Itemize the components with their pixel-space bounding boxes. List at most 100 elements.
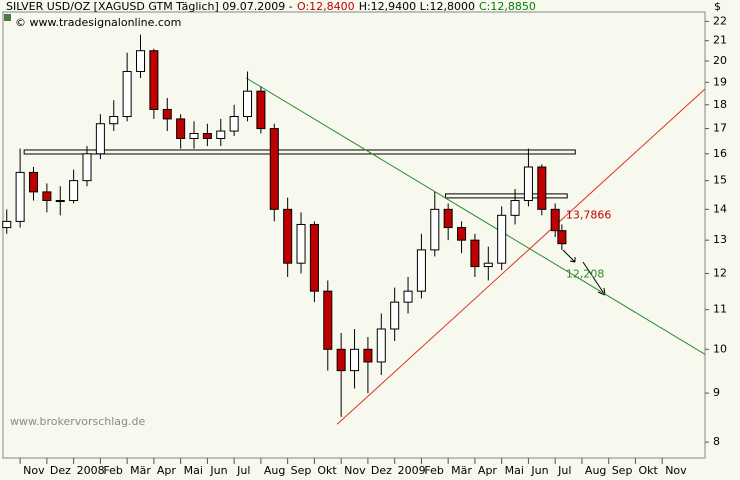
x-tick-label: Aug bbox=[264, 464, 285, 477]
candle-body bbox=[557, 230, 567, 245]
y-unit: $ bbox=[714, 0, 721, 13]
candle-body bbox=[376, 328, 386, 363]
x-tick-label: Jul bbox=[557, 464, 571, 477]
candle-body bbox=[229, 116, 239, 132]
trendline bbox=[336, 88, 706, 425]
y-tick-label: 8 bbox=[713, 435, 720, 448]
copyright: © www.tradesignalonline.com bbox=[15, 16, 181, 29]
candle-body bbox=[443, 208, 453, 229]
candle-body bbox=[55, 200, 65, 203]
candle-body bbox=[109, 116, 119, 125]
x-tick-label: Nov bbox=[23, 464, 45, 477]
candle-body bbox=[256, 90, 266, 130]
y-tick-label: 11 bbox=[713, 303, 727, 316]
candle-body bbox=[363, 348, 373, 363]
y-tick-label: 22 bbox=[713, 14, 727, 27]
x-tick-label: Jun bbox=[530, 464, 548, 477]
x-tick-label: Mär bbox=[451, 464, 472, 477]
x-tick-label: Mai bbox=[505, 464, 524, 477]
x-tick-label: Mär bbox=[130, 464, 151, 477]
candle-body bbox=[135, 50, 146, 73]
annotation: 13,7866 bbox=[566, 209, 612, 222]
candle-body bbox=[216, 130, 226, 139]
y-tick-label: 20 bbox=[713, 54, 727, 67]
candle-body bbox=[523, 166, 533, 202]
header-part: SILVER USD/OZ [XAGUSD GTM Täglich] 09.07… bbox=[6, 0, 293, 13]
y-tick-label: 16 bbox=[713, 147, 727, 160]
y-tick-label: 18 bbox=[713, 98, 727, 111]
x-tick-label: Feb bbox=[103, 464, 122, 477]
candle-body bbox=[69, 180, 79, 202]
header-part: C:12,8850 bbox=[479, 0, 536, 13]
candle-body bbox=[243, 90, 253, 118]
candle-body bbox=[390, 301, 400, 330]
y-tick-label: 15 bbox=[713, 174, 727, 187]
y-tick-label: 17 bbox=[713, 122, 727, 135]
candle-body bbox=[189, 133, 199, 139]
x-tick-label: Dez bbox=[371, 464, 392, 477]
candle-body bbox=[323, 290, 333, 350]
resistance-level bbox=[23, 149, 576, 155]
candle-body bbox=[283, 208, 293, 264]
y-tick-label: 13 bbox=[713, 233, 727, 246]
candle-body bbox=[416, 249, 426, 292]
y-tick-label: 10 bbox=[713, 342, 727, 355]
candle-body bbox=[457, 227, 467, 241]
candle-body bbox=[149, 50, 159, 110]
x-tick-label: Okt bbox=[638, 464, 658, 477]
candle-body bbox=[28, 171, 39, 193]
candle-body bbox=[430, 208, 440, 251]
x-tick-label: 2008 bbox=[77, 464, 105, 477]
y-tick-label: 12 bbox=[713, 266, 727, 279]
candle-body bbox=[336, 348, 346, 372]
candle-body bbox=[122, 71, 132, 118]
candle-body bbox=[42, 191, 52, 202]
candle-body bbox=[269, 128, 279, 210]
watermark: www.brokervorschlag.de bbox=[10, 415, 146, 428]
candle-body bbox=[202, 133, 212, 139]
x-tick-label: Apr bbox=[157, 464, 177, 477]
x-tick-label: Okt bbox=[317, 464, 337, 477]
header: SILVER USD/OZ [XAGUSD GTM Täglich] 09.07… bbox=[6, 0, 536, 13]
candle-body bbox=[483, 262, 493, 268]
plot-area bbox=[2, 11, 706, 459]
y-tick-label: 14 bbox=[713, 202, 727, 215]
trendline bbox=[245, 77, 706, 355]
x-tick-label: Dez bbox=[50, 464, 71, 477]
candle-body bbox=[296, 223, 306, 264]
y-tick-label: 19 bbox=[713, 75, 727, 88]
candle-body bbox=[15, 171, 25, 222]
candle-body bbox=[162, 108, 172, 120]
x-tick-label: Jul bbox=[236, 464, 250, 477]
x-tick-label: 2009 bbox=[398, 464, 426, 477]
x-tick-label: Aug bbox=[585, 464, 606, 477]
arrow bbox=[562, 249, 576, 263]
y-tick-label: 21 bbox=[713, 34, 727, 47]
candle-body bbox=[95, 123, 105, 155]
candle-body bbox=[309, 223, 319, 292]
candle-body bbox=[470, 239, 480, 268]
x-tick-label: Jun bbox=[209, 464, 227, 477]
candle-body bbox=[82, 153, 92, 182]
candle-body bbox=[2, 220, 12, 229]
header-part: H:12,9400 L:12,8000 bbox=[359, 0, 475, 13]
resistance-level bbox=[444, 193, 568, 199]
x-tick-label: Sep bbox=[291, 464, 312, 477]
header-part: O:12,8400 bbox=[297, 0, 355, 13]
y-tick-label: 9 bbox=[713, 386, 720, 399]
annotation: 12,208 bbox=[566, 267, 605, 280]
candle-body bbox=[176, 118, 186, 139]
x-tick-label: Nov bbox=[665, 464, 687, 477]
candle-body bbox=[510, 200, 520, 216]
candle-body bbox=[550, 208, 560, 232]
x-tick-label: Mai bbox=[184, 464, 203, 477]
x-tick-label: Sep bbox=[612, 464, 633, 477]
x-tick-label: Nov bbox=[344, 464, 366, 477]
x-tick-label: Feb bbox=[424, 464, 443, 477]
candle-body bbox=[403, 290, 413, 303]
x-tick-label: Apr bbox=[478, 464, 498, 477]
candle-body bbox=[497, 214, 507, 264]
logo-icon bbox=[4, 14, 11, 21]
